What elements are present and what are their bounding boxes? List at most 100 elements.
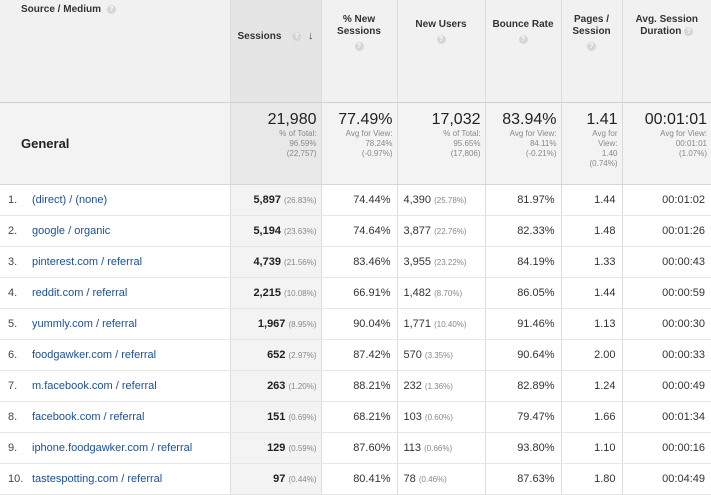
table-row: 3.pinterest.com / referral 4,739 (21.56%… — [0, 247, 711, 278]
column-header-new-sessions[interactable]: % New Sessions ? — [321, 0, 397, 103]
source-medium-link[interactable]: reddit.com / referral — [32, 287, 127, 299]
row-index: 10. — [8, 473, 32, 485]
new-users-value: 1,482 — [404, 287, 432, 299]
help-icon[interactable]: ? — [684, 27, 693, 36]
help-icon[interactable]: ? — [437, 35, 446, 44]
column-header-new-users[interactable]: New Users ? — [397, 0, 485, 103]
sort-descending-icon[interactable]: ↓ — [308, 30, 314, 42]
sessions-percent: (2.97%) — [288, 351, 316, 360]
source-medium-link[interactable]: facebook.com / referral — [32, 411, 145, 423]
table-row: 6.foodgawker.com / referral 652 (2.97%) … — [0, 340, 711, 371]
sessions-value: 263 — [267, 380, 285, 392]
sessions-value: 151 — [267, 411, 285, 423]
new-sessions-cell: 87.42% — [321, 340, 397, 371]
bounce-rate-cell: 90.64% — [485, 340, 561, 371]
new-users-cell: 3,877 (22.76%) — [397, 216, 485, 247]
new-users-percent: (0.66%) — [424, 444, 452, 453]
source-cell: 7.m.facebook.com / referral — [0, 371, 230, 402]
column-header-label-line1: Pages / — [562, 14, 622, 26]
new-sessions-cell: 66.91% — [321, 278, 397, 309]
sessions-percent: (0.59%) — [288, 444, 316, 453]
source-cell: 5.yummly.com / referral — [0, 309, 230, 340]
row-index: 2. — [8, 225, 32, 237]
source-medium-link[interactable]: (direct) / (none) — [32, 194, 107, 206]
column-header-label-line2: Session — [562, 26, 622, 38]
source-cell: 9.iphone.foodgawker.com / referral — [0, 433, 230, 464]
sessions-cell: 151 (0.69%) — [230, 402, 321, 433]
avg-duration-cell: 00:01:34 — [622, 402, 711, 433]
sessions-value: 1,967 — [258, 318, 286, 330]
table-body: 1.(direct) / (none) 5,897 (26.83%) 74.44… — [0, 185, 711, 495]
avg-duration-cell: 00:00:49 — [622, 371, 711, 402]
source-cell: 2.google / organic — [0, 216, 230, 247]
column-header-source-medium[interactable]: Source / Medium ? — [0, 0, 230, 103]
source-cell: 6.foodgawker.com / referral — [0, 340, 230, 371]
table-row: 8.facebook.com / referral 151 (0.69%) 68… — [0, 402, 711, 433]
source-cell: 8.facebook.com / referral — [0, 402, 230, 433]
new-users-value: 78 — [404, 473, 416, 485]
help-icon[interactable]: ? — [107, 5, 116, 14]
sessions-percent: (23.63%) — [284, 227, 316, 236]
sessions-cell: 129 (0.59%) — [230, 433, 321, 464]
table-row: 9.iphone.foodgawker.com / referral 129 (… — [0, 433, 711, 464]
bounce-rate-cell: 82.33% — [485, 216, 561, 247]
source-medium-link[interactable]: iphone.foodgawker.com / referral — [32, 442, 192, 454]
help-icon[interactable]: ? — [519, 35, 528, 44]
total-pages-session: 1.41 Avg for View: 1.40 (0.74%) — [561, 103, 622, 185]
table-row: 10.tastespotting.com / referral 97 (0.44… — [0, 464, 711, 495]
general-totals-row: General 21,980 % of Total: 96.59% (22,75… — [0, 103, 711, 185]
column-header-bounce-rate[interactable]: Bounce Rate ? — [485, 0, 561, 103]
new-users-cell: 232 (1.36%) — [397, 371, 485, 402]
sessions-percent: (21.56%) — [284, 258, 316, 267]
pages-session-cell: 1.10 — [561, 433, 622, 464]
help-icon[interactable]: ? — [292, 32, 301, 41]
sessions-value: 652 — [267, 349, 285, 361]
new-users-percent: (22.76%) — [434, 227, 466, 236]
help-icon[interactable]: ? — [355, 42, 364, 51]
column-header-label-line1: Avg. Session — [623, 14, 711, 26]
new-users-value: 3,955 — [404, 256, 432, 268]
new-users-cell: 113 (0.66%) — [397, 433, 485, 464]
help-icon[interactable]: ? — [587, 42, 596, 51]
column-header-avg-session-duration[interactable]: Avg. Session Duration? — [622, 0, 711, 103]
column-header-sessions[interactable]: Sessions ? ↓ — [230, 0, 321, 103]
new-users-value: 232 — [404, 380, 422, 392]
column-header-label: Bounce Rate — [486, 19, 561, 31]
sessions-value: 4,739 — [253, 256, 281, 268]
column-header-label-line2: Sessions — [322, 26, 397, 38]
table-row: 2.google / organic 5,194 (23.63%) 74.64%… — [0, 216, 711, 247]
bounce-rate-cell: 84.19% — [485, 247, 561, 278]
source-medium-link[interactable]: foodgawker.com / referral — [32, 349, 156, 361]
pages-session-cell: 1.48 — [561, 216, 622, 247]
source-medium-link[interactable]: pinterest.com / referral — [32, 256, 142, 268]
new-users-value: 3,877 — [404, 225, 432, 237]
new-users-percent: (25.78%) — [434, 196, 466, 205]
pages-session-cell: 2.00 — [561, 340, 622, 371]
new-sessions-cell: 74.44% — [321, 185, 397, 216]
source-medium-link[interactable]: yummly.com / referral — [32, 318, 137, 330]
source-medium-link[interactable]: tastespotting.com / referral — [32, 473, 162, 485]
new-users-percent: (23.22%) — [434, 258, 466, 267]
new-users-cell: 78 (0.46%) — [397, 464, 485, 495]
total-sessions: 21,980 % of Total: 96.59% (22,757) — [230, 103, 321, 185]
bounce-rate-cell: 82.89% — [485, 371, 561, 402]
total-bounce-rate: 83.94% Avg for View: 84.11% (-0.21%) — [485, 103, 561, 185]
sessions-percent: (10.08%) — [284, 289, 316, 298]
column-header-pages-session[interactable]: Pages / Session ? — [561, 0, 622, 103]
table-row: 7.m.facebook.com / referral 263 (1.20%) … — [0, 371, 711, 402]
new-sessions-cell: 74.64% — [321, 216, 397, 247]
source-medium-link[interactable]: m.facebook.com / referral — [32, 380, 157, 392]
new-sessions-cell: 90.04% — [321, 309, 397, 340]
row-index: 4. — [8, 287, 32, 299]
new-users-percent: (0.46%) — [419, 475, 447, 484]
avg-duration-cell: 00:00:30 — [622, 309, 711, 340]
source-cell: 3.pinterest.com / referral — [0, 247, 230, 278]
new-users-cell: 570 (3.35%) — [397, 340, 485, 371]
new-users-percent: (0.60%) — [425, 413, 453, 422]
new-users-value: 570 — [404, 349, 422, 361]
new-users-cell: 3,955 (23.22%) — [397, 247, 485, 278]
source-cell: 1.(direct) / (none) — [0, 185, 230, 216]
source-medium-link[interactable]: google / organic — [32, 225, 110, 237]
new-sessions-cell: 68.21% — [321, 402, 397, 433]
